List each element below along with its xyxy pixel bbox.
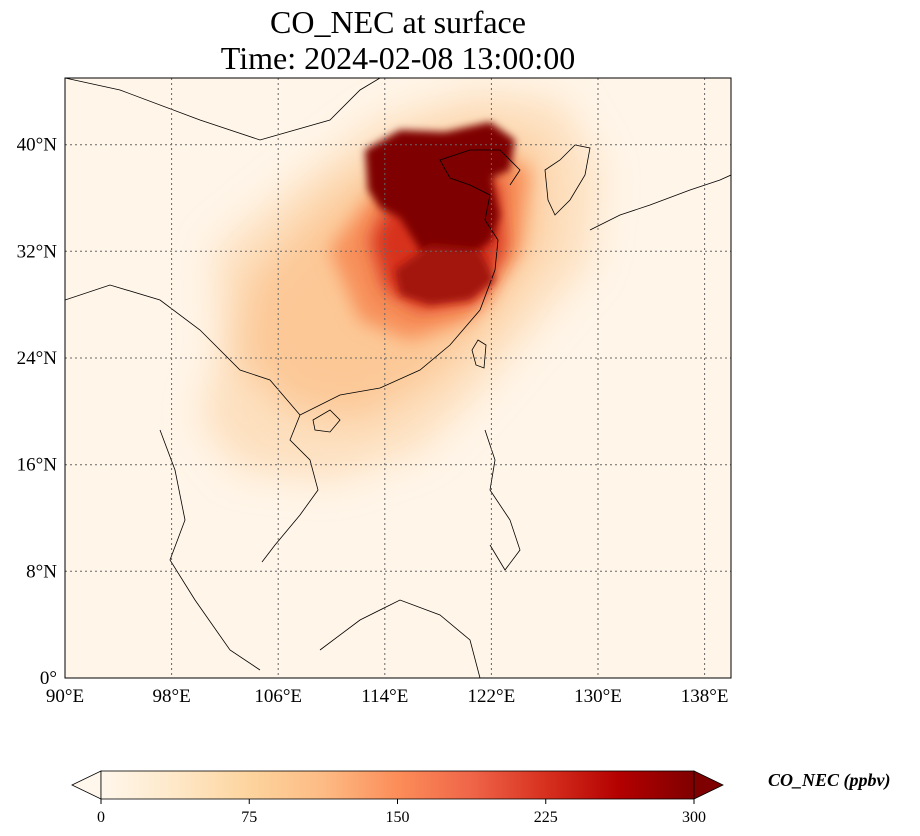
plume-core-south xyxy=(395,245,495,305)
concentration-field xyxy=(65,78,731,678)
y-tick-label: 32°N xyxy=(17,241,58,262)
colorbar-gradient xyxy=(100,770,695,800)
x-tick-label: 138°E xyxy=(681,686,729,707)
x-tick-label: 90°E xyxy=(46,686,84,707)
x-tick-label: 114°E xyxy=(361,686,408,707)
colorbar-tick-label: 0 xyxy=(97,809,105,826)
x-tick-label: 98°E xyxy=(152,686,190,707)
philippines-coast xyxy=(484,429,521,571)
plume-core xyxy=(365,122,515,262)
taiwan-coast xyxy=(471,339,487,369)
colorbar-extend-low xyxy=(71,770,102,800)
gridlines xyxy=(65,78,731,678)
colorbar-tick-label: 75 xyxy=(241,809,257,826)
japan-coast xyxy=(589,174,731,231)
x-tick-label: 106°E xyxy=(254,686,302,707)
y-tick-label: 40°N xyxy=(17,135,58,156)
hainan-coast xyxy=(312,409,341,433)
land-border xyxy=(65,284,301,416)
map-frame xyxy=(64,77,732,679)
y-axis-labels: 0° 8°N 16°N 24°N 32°N 40°N xyxy=(17,135,58,689)
colorbar-tick-label: 300 xyxy=(682,809,706,826)
y-tick-label: 0° xyxy=(40,668,57,689)
colorbar-extend-high xyxy=(693,770,724,800)
coastlines xyxy=(65,78,731,678)
y-tick-label: 8°N xyxy=(26,561,57,582)
map-title: CO_NEC at surface xyxy=(270,4,526,40)
korea-coast xyxy=(544,144,591,216)
borneo-coast xyxy=(319,599,481,678)
china-coastline xyxy=(299,149,521,416)
colorbar-tick-label: 150 xyxy=(386,809,410,826)
vietnam-coast xyxy=(261,414,319,563)
y-tick-label: 24°N xyxy=(17,348,58,369)
colorbar-label: CO_NEC (ppbv) xyxy=(768,770,891,790)
x-tick-label: 122°E xyxy=(468,686,516,707)
colorbar: 0 75 150 225 300 xyxy=(71,770,724,826)
map-subtitle-time: Time: 2024-02-08 13:00:00 xyxy=(220,40,576,76)
northern-border xyxy=(65,78,381,141)
malay-coast xyxy=(159,429,261,671)
x-tick-label: 130°E xyxy=(574,686,622,707)
colorbar-tick-label: 225 xyxy=(534,809,558,826)
y-tick-label: 16°N xyxy=(17,455,58,476)
x-axis-labels: 90°E 98°E 106°E 114°E 122°E 130°E 138°E xyxy=(46,686,729,707)
